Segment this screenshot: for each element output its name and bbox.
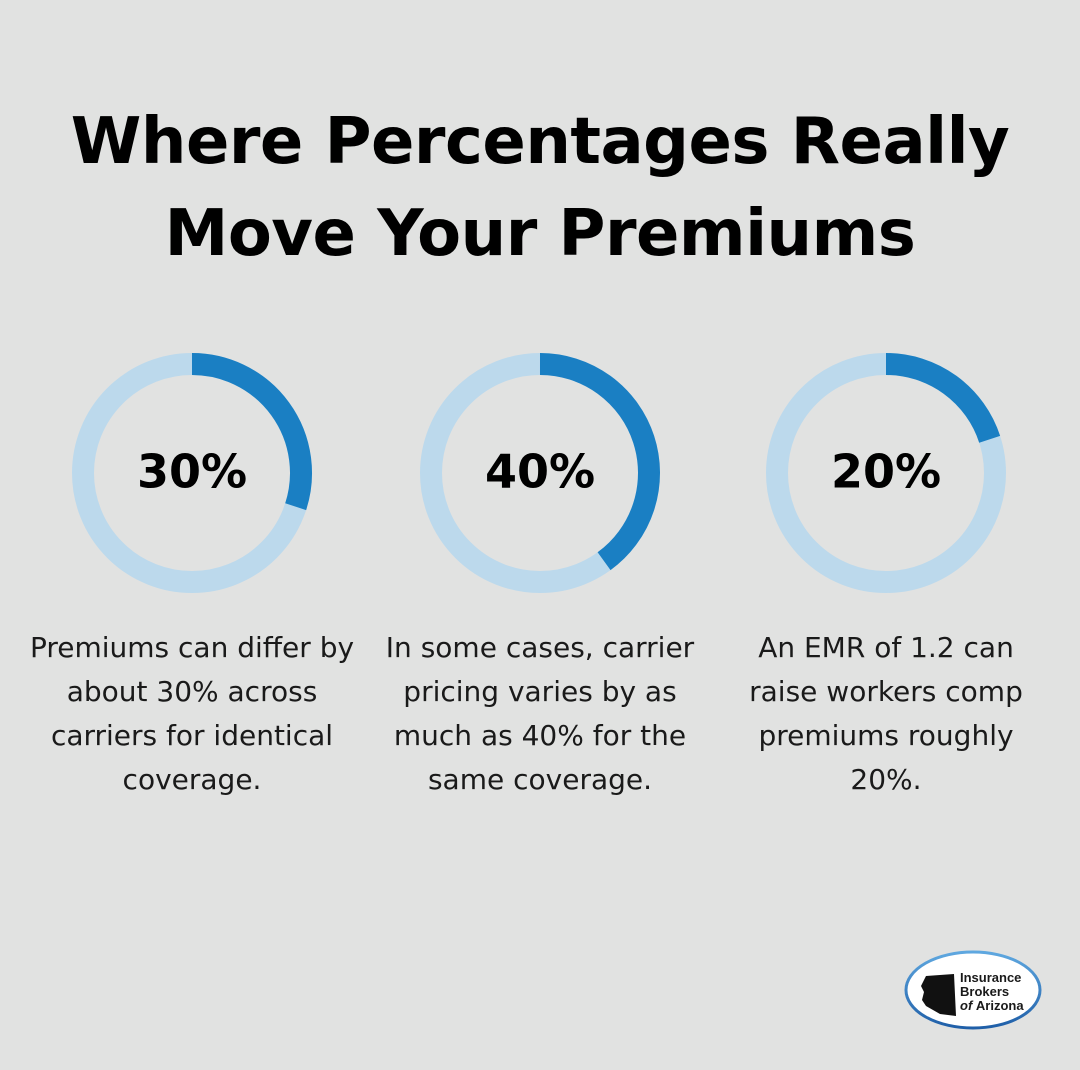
donut-arc-3 <box>885 353 1001 444</box>
logo-arizona: Arizona <box>975 998 1024 1013</box>
donut-value-label-2: 40% <box>485 445 595 499</box>
donut-arc-2 <box>539 353 660 571</box>
donut-chart-3: 20% <box>766 353 1006 593</box>
logo-line-1: Insurance <box>960 970 1022 985</box>
title-line-1: Where Percentages Really <box>70 105 1010 179</box>
donut-chart-2: 40% <box>420 353 660 593</box>
page-title: Where Percentages Really Move Your Premi… <box>0 96 1080 280</box>
stat-card-3: 20% <box>721 352 1051 602</box>
title-line-2: Move Your Premiums <box>164 197 916 271</box>
stat-caption-3: An EMR of 1.2 can raise workers comp pre… <box>749 631 1023 796</box>
stat-caption-1: Premiums can differ by about 30% across … <box>29 631 355 796</box>
stat-caption-2: In some cases, carrier pricing varies by… <box>385 631 695 796</box>
stat-card-2: 40% <box>375 352 705 602</box>
logo-line-3: of Arizona <box>960 999 1024 1013</box>
arizona-state-icon <box>921 974 956 1016</box>
donut-chart-1: 30% <box>72 353 312 593</box>
stat-card-1: 30% <box>27 352 357 602</box>
donut-arc-1 <box>191 353 312 511</box>
logo-badge <box>904 950 1042 1030</box>
logo-line-2: Brokers <box>960 984 1010 999</box>
donut-value-label-3: 20% <box>831 445 941 499</box>
donut-value-label-1: 30% <box>137 445 247 499</box>
logo-of: of <box>960 998 973 1013</box>
logo-text: Insurance Brokers of Arizona <box>960 971 1024 1013</box>
